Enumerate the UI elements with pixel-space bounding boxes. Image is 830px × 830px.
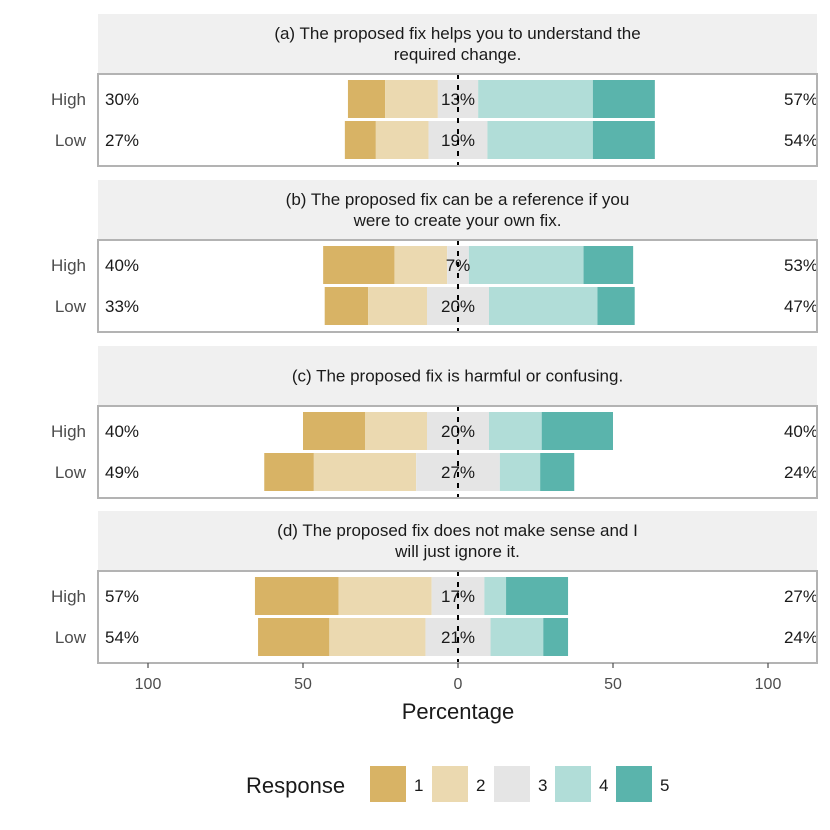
legend: Response 1 2 3 4 5 bbox=[246, 766, 669, 802]
panel-title: (c) The proposed fix is harmful or confu… bbox=[292, 367, 623, 386]
bar-segment bbox=[487, 121, 593, 159]
legend-label: 5 bbox=[660, 776, 669, 795]
bar-segment bbox=[489, 287, 598, 325]
legend-swatch bbox=[616, 766, 652, 802]
x-axis-title: Percentage bbox=[402, 699, 515, 724]
bar-segment bbox=[592, 80, 655, 118]
x-tick-label: 0 bbox=[454, 676, 463, 693]
row-label: High bbox=[51, 90, 86, 109]
bar-segment bbox=[385, 80, 438, 118]
row-label: Low bbox=[55, 297, 87, 316]
right-percent: 40% bbox=[784, 422, 818, 441]
bar-segment bbox=[264, 453, 314, 491]
panel-title: will just ignore it. bbox=[394, 542, 520, 561]
row-label: Low bbox=[55, 463, 87, 482]
bar-segment bbox=[329, 618, 426, 656]
left-percent: 57% bbox=[105, 587, 139, 606]
left-percent: 30% bbox=[105, 90, 139, 109]
bar-segment bbox=[394, 246, 448, 284]
panel-strip bbox=[98, 511, 817, 570]
bar-segment bbox=[484, 577, 507, 615]
bar-segment bbox=[541, 412, 613, 450]
bar-segment bbox=[499, 453, 541, 491]
x-tick-label: 100 bbox=[135, 676, 162, 693]
bar-segment bbox=[303, 412, 365, 450]
panel-border bbox=[97, 73, 818, 167]
left-percent: 54% bbox=[105, 628, 139, 647]
x-tick-label: 50 bbox=[604, 676, 622, 693]
panel-border bbox=[97, 239, 818, 333]
panel: (c) The proposed fix is harmful or confu… bbox=[51, 346, 818, 499]
legend-swatch bbox=[370, 766, 406, 802]
row-label: High bbox=[51, 587, 86, 606]
legend-label: 1 bbox=[414, 776, 423, 795]
legend-swatch bbox=[555, 766, 591, 802]
bar-segment bbox=[323, 246, 395, 284]
bar-segment bbox=[254, 577, 339, 615]
legend-label: 2 bbox=[476, 776, 485, 795]
panel-title: (a) The proposed fix helps you to unders… bbox=[274, 24, 640, 43]
left-percent: 33% bbox=[105, 297, 139, 316]
bar-segment bbox=[543, 618, 569, 656]
bar-segment bbox=[347, 80, 386, 118]
left-percent: 49% bbox=[105, 463, 139, 482]
bar-segment bbox=[324, 287, 369, 325]
right-percent: 27% bbox=[784, 587, 818, 606]
bar-segment bbox=[338, 577, 432, 615]
row-label: Low bbox=[55, 628, 87, 647]
right-percent: 53% bbox=[784, 256, 818, 275]
x-tick-label: 50 bbox=[294, 676, 312, 693]
bar-segment bbox=[375, 121, 429, 159]
legend-title: Response bbox=[246, 773, 345, 798]
bar-segment bbox=[506, 577, 569, 615]
right-percent: 54% bbox=[784, 131, 818, 150]
bar-segment bbox=[583, 246, 634, 284]
left-percent: 27% bbox=[105, 131, 139, 150]
x-tick-label: 100 bbox=[755, 676, 782, 693]
x-axis: Percentage 100 50 0 50 100 bbox=[135, 663, 782, 724]
panel: (a) The proposed fix helps you to unders… bbox=[51, 14, 818, 167]
row-label: High bbox=[51, 256, 86, 275]
bar-segment bbox=[258, 618, 330, 656]
panel-title: (d) The proposed fix does not make sense… bbox=[277, 521, 638, 540]
right-percent: 24% bbox=[784, 628, 818, 647]
panel-strip bbox=[98, 14, 817, 73]
panel: (b) The proposed fix can be a reference … bbox=[51, 180, 818, 333]
bar-segment bbox=[478, 80, 593, 118]
panel-strip bbox=[98, 180, 817, 239]
bar-segment bbox=[368, 287, 427, 325]
right-percent: 57% bbox=[784, 90, 818, 109]
right-percent: 24% bbox=[784, 463, 818, 482]
bar-segment bbox=[490, 618, 544, 656]
panels-layer: (a) The proposed fix helps you to unders… bbox=[51, 14, 818, 664]
legend-label: 3 bbox=[538, 776, 547, 795]
panel-border bbox=[97, 405, 818, 499]
bar-segment bbox=[597, 287, 635, 325]
right-percent: 47% bbox=[784, 297, 818, 316]
row-label: High bbox=[51, 422, 86, 441]
panel-title: (b) The proposed fix can be a reference … bbox=[286, 190, 630, 209]
left-percent: 40% bbox=[105, 422, 139, 441]
bar-segment bbox=[592, 121, 655, 159]
bar-segment bbox=[489, 412, 542, 450]
left-percent: 40% bbox=[105, 256, 139, 275]
panel: (d) The proposed fix does not make sense… bbox=[51, 511, 818, 664]
bar-segment bbox=[468, 246, 584, 284]
legend-swatch bbox=[494, 766, 530, 802]
panel-title: were to create your own fix. bbox=[353, 211, 562, 230]
bar-segment bbox=[540, 453, 575, 491]
row-label: Low bbox=[55, 131, 87, 150]
panel-title: required change. bbox=[394, 45, 522, 64]
legend-label: 4 bbox=[599, 776, 608, 795]
bar-segment bbox=[365, 412, 427, 450]
bar-segment bbox=[313, 453, 417, 491]
bar-segment bbox=[344, 121, 376, 159]
panel-strip bbox=[98, 346, 817, 405]
legend-swatch bbox=[432, 766, 468, 802]
